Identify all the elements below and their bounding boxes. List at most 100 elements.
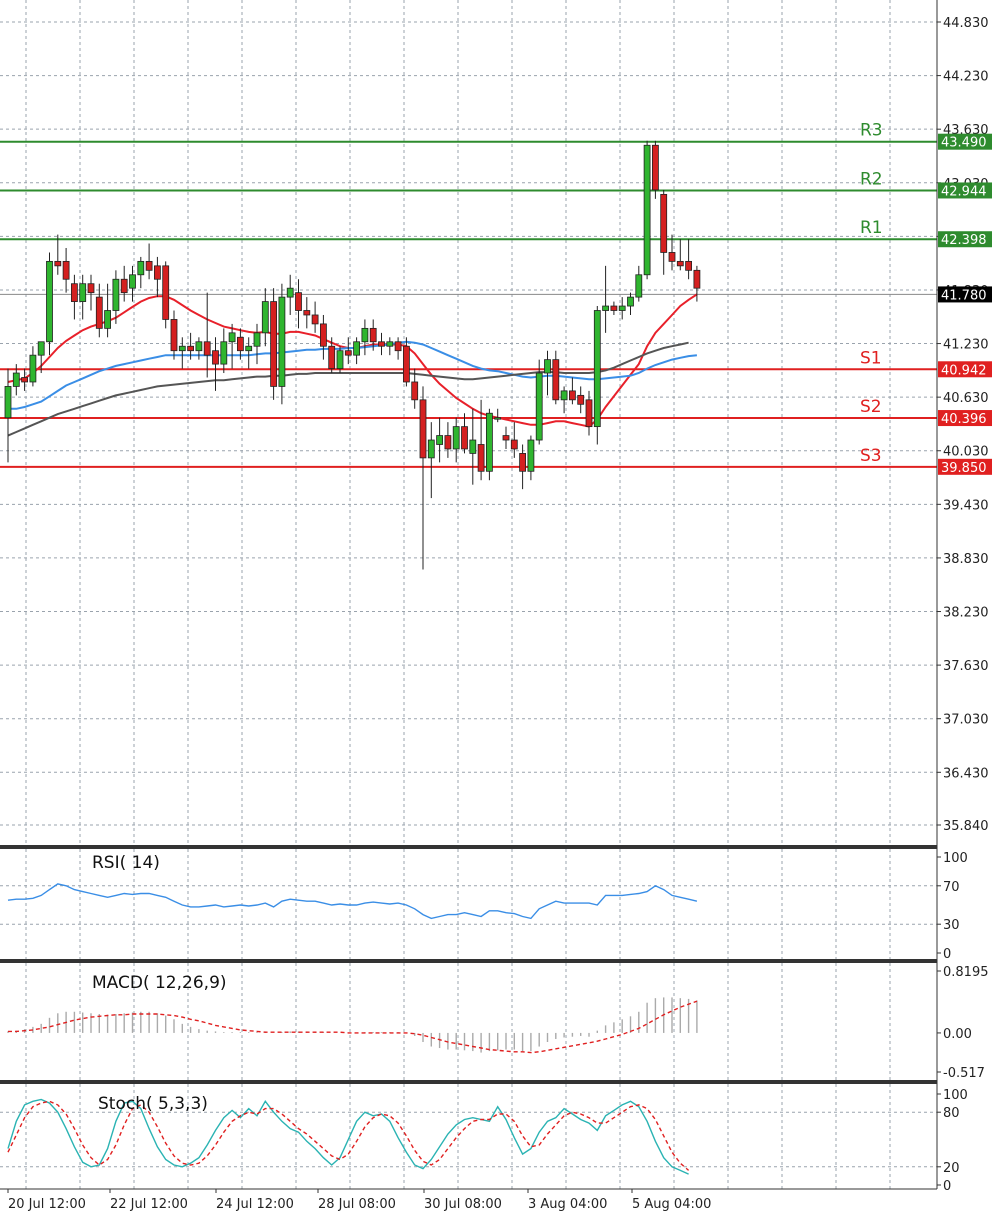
time-axis-label: 24 Jul 12:00 (216, 1197, 294, 1212)
candle (153, 256, 161, 298)
candle-body-up (29, 354, 37, 383)
candle-body-down (402, 345, 410, 383)
candle-body-down (569, 390, 576, 401)
candle-body-up (627, 296, 634, 307)
stoch-tick-label: 20 (943, 1161, 960, 1176)
candle-body-down (668, 252, 676, 262)
candle-body-up (361, 327, 369, 343)
stoch-title: Stoch( 5,3,3) (98, 1094, 208, 1114)
candle-body-down (170, 319, 178, 352)
candle-body-down (577, 394, 585, 405)
price-tick-label: 39.430 (943, 498, 989, 513)
candle-body-down (685, 260, 692, 271)
macd-histogram (7, 997, 698, 1053)
candle (137, 256, 145, 289)
rsi-axis: 100 70 30 0 (937, 851, 968, 962)
candle-body-up (228, 332, 236, 343)
candle-body-up (12, 372, 20, 387)
stoch-tick-label: 0 (943, 1179, 951, 1194)
time-axis-label: 30 Jul 08:00 (424, 1197, 502, 1212)
candle (46, 252, 53, 356)
candle (303, 297, 311, 329)
pane-separator (0, 1080, 937, 1084)
candle (593, 306, 601, 445)
candle-body-down (54, 260, 62, 267)
candle-body-up (37, 341, 45, 356)
candle-body-up (643, 144, 651, 276)
candle-body-down (87, 283, 95, 294)
candle (236, 328, 244, 360)
candle (311, 301, 319, 333)
candle-body-down (62, 260, 70, 280)
candle (652, 140, 659, 199)
level-label-s1: S1 (860, 348, 882, 368)
candle-body-down (153, 265, 161, 280)
candle-body-down (344, 350, 352, 356)
candle (411, 368, 419, 409)
candle (602, 265, 609, 333)
level-tag-value: 42.944 (941, 184, 987, 199)
candle-body-down (693, 269, 701, 289)
candle (195, 337, 203, 360)
candle-body-up (261, 301, 269, 334)
candle (477, 399, 485, 481)
candle (71, 274, 78, 320)
level-tag-value: 43.490 (941, 136, 987, 151)
current-price-tag (938, 286, 992, 303)
rsi-grid (0, 849, 937, 959)
candle-body-down (369, 327, 377, 343)
level-label-r1: R1 (860, 218, 883, 238)
candle-body-down (303, 310, 311, 316)
candle (228, 323, 236, 369)
candle (635, 265, 643, 302)
candle (427, 422, 435, 499)
candle-body-up (253, 332, 261, 347)
time-axis-label: 5 Aug 04:00 (632, 1197, 711, 1212)
price-tick-label: 38.830 (943, 552, 989, 567)
rsi-line (7, 883, 698, 920)
candle (12, 364, 20, 396)
support-resistance-levels: R3 R2 R1 S1 S2 S3 (0, 121, 937, 468)
candle (187, 332, 195, 360)
price-tick-label: 40.630 (943, 391, 989, 406)
candle-body-up (220, 341, 228, 365)
moving-averages (7, 293, 698, 437)
candle (95, 283, 103, 338)
macd-tick-label: 0.8195 (943, 965, 989, 980)
candle (527, 435, 535, 481)
level-label-s2: S2 (860, 397, 882, 417)
candle (203, 292, 211, 378)
candle (261, 288, 269, 347)
candle (361, 319, 369, 356)
rsi-title: RSI( 14) (92, 853, 160, 873)
level-tag-r1 (938, 231, 992, 248)
time-axis-label: 20 Jul 12:00 (8, 1197, 86, 1212)
macd-title: MACD( 12,26,9) (92, 973, 227, 993)
candle-body-up (485, 412, 493, 472)
candle (610, 301, 618, 315)
candle-body-down (519, 453, 526, 472)
pane-frames (0, 0, 938, 1190)
candle (286, 274, 294, 315)
candle-body-down (203, 341, 211, 356)
macd-tick-label: 0.00 (943, 1027, 972, 1042)
candle-body-up (635, 274, 643, 298)
candle-body-up (602, 305, 609, 311)
candle (336, 346, 344, 374)
candle (220, 328, 228, 374)
candle (245, 337, 253, 369)
candle (278, 283, 286, 405)
candle (170, 310, 178, 360)
price-tick-label: 35.840 (943, 819, 989, 834)
candle (4, 368, 12, 463)
candle (295, 279, 302, 329)
candle (29, 346, 37, 387)
time-axis: 20 Jul 12:00 22 Jul 12:00 24 Jul 12:00 28 J… (7, 1189, 711, 1212)
candle (319, 314, 327, 360)
candle-body-up (593, 310, 601, 428)
candle-body-up (195, 341, 203, 352)
level-label-s3: S3 (860, 446, 882, 466)
candle (62, 247, 70, 293)
time-axis-label: 22 Jul 12:00 (110, 1197, 188, 1212)
